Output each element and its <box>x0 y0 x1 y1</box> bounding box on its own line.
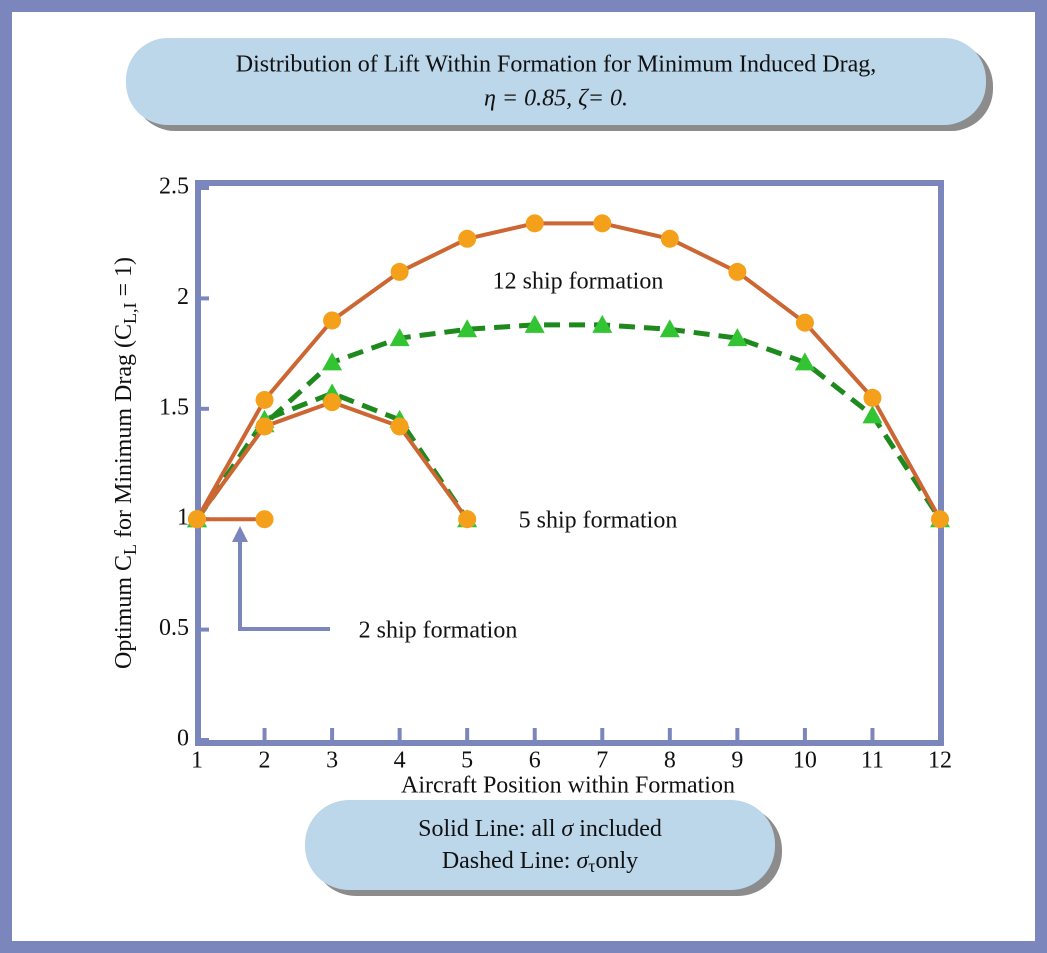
title-box <box>126 38 986 125</box>
chart-title: Distribution of Lift Within Formation fo… <box>236 52 877 78</box>
marker <box>795 313 814 332</box>
y-axis-label: Optimum CL for Minimum Drag (CL,I = 1) <box>111 257 141 669</box>
x-tick-label: 8 <box>664 748 676 774</box>
x-tick-label: 9 <box>731 748 743 774</box>
marker <box>863 388 882 407</box>
marker <box>323 393 342 412</box>
y-tick-label: 0 <box>177 726 189 752</box>
marker <box>390 262 409 281</box>
y-label-part: = 1) <box>111 257 137 303</box>
annotation: 5 ship formation <box>519 508 678 534</box>
y-label-part: L,I <box>120 303 140 325</box>
y-tick-label: 1 <box>177 505 189 531</box>
legend-line: Solid Line: all σ included <box>418 816 662 842</box>
legend-text: only <box>596 848 639 874</box>
marker <box>524 314 545 333</box>
legend-text: Solid Line: all <box>418 816 561 842</box>
marker <box>389 328 410 347</box>
marker <box>660 229 679 248</box>
x-tick-label: 5 <box>461 748 473 774</box>
y-tick-label: 2.5 <box>159 174 189 200</box>
marker <box>390 417 409 436</box>
x-tick-label: 3 <box>326 748 338 774</box>
x-tick-label: 2 <box>259 748 271 774</box>
marker <box>525 214 544 233</box>
series-line <box>195 221 942 521</box>
annotation: 2 ship formation <box>359 618 518 644</box>
series-line <box>194 390 470 521</box>
legend-line: Dashed Line: στonly <box>442 848 638 877</box>
annotation: 12 ship formation <box>493 269 664 295</box>
marker <box>188 510 206 529</box>
x-axis-label: Aircraft Position within Formation <box>401 773 735 799</box>
marker <box>592 314 613 333</box>
legend-box <box>305 800 775 890</box>
marker <box>794 352 815 371</box>
chart-subtitle: η = 0.85, ζ= 0. <box>484 86 628 112</box>
plot-frame <box>195 180 944 746</box>
y-label-part: for Minimum Drag (C <box>111 324 137 544</box>
legend-text: σ <box>561 816 574 842</box>
legend-text: τ <box>588 856 595 876</box>
x-tick-label: 4 <box>394 748 406 774</box>
marker <box>458 229 477 248</box>
marker <box>931 510 949 529</box>
y-tick-label: 1.5 <box>159 394 189 420</box>
legend-text: Dashed Line: <box>442 848 577 874</box>
legend-text: included <box>573 816 662 842</box>
marker <box>457 319 478 338</box>
marker <box>727 328 748 347</box>
y-label-part: L <box>120 544 140 555</box>
series-line <box>194 322 943 521</box>
arrow-head <box>232 526 248 542</box>
marker <box>458 510 477 529</box>
marker <box>728 262 747 281</box>
marker <box>323 311 342 330</box>
annotation-arrow <box>238 538 330 631</box>
marker <box>255 510 274 529</box>
legend-text: σ <box>576 848 589 874</box>
y-label-part: Optimum C <box>111 555 137 669</box>
x-tick-label: 12 <box>928 748 952 774</box>
x-tick-label: 6 <box>529 748 541 774</box>
x-tick-label: 10 <box>793 748 817 774</box>
marker <box>593 214 612 233</box>
marker <box>322 352 343 371</box>
marker <box>659 319 680 338</box>
x-tick-label: 1 <box>191 748 203 774</box>
x-tick-label: 7 <box>596 748 608 774</box>
marker <box>255 417 274 436</box>
x-tick-label: 11 <box>861 748 884 774</box>
y-tick-label: 0.5 <box>159 615 189 641</box>
marker <box>862 405 883 424</box>
marker <box>255 390 274 409</box>
y-tick-label: 2 <box>177 284 189 310</box>
